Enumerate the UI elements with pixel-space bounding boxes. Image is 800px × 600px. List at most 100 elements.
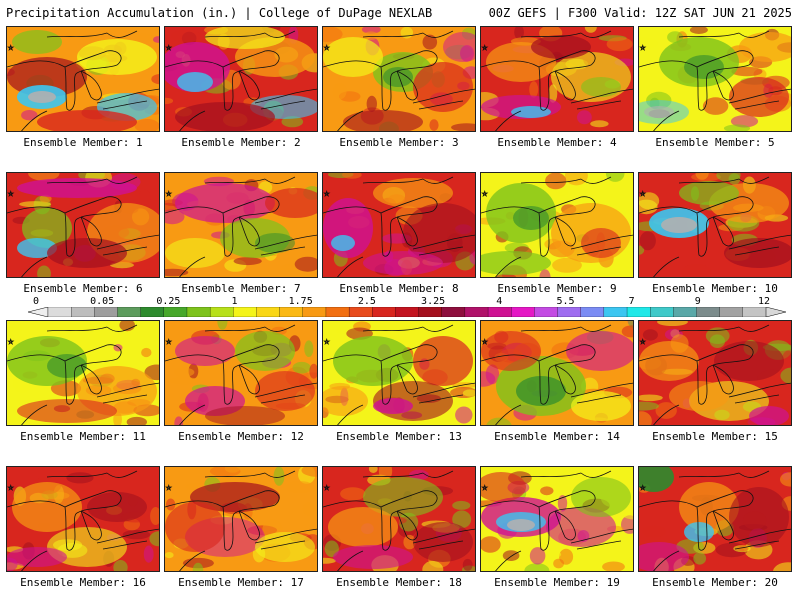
ensemble-map-panel: ☆: [322, 466, 476, 572]
colorbar-max-arrow: [765, 307, 786, 317]
colorbar-bin: [418, 307, 443, 317]
precip-map: ☆: [481, 27, 633, 131]
ensemble-map-panel: ☆: [480, 466, 634, 572]
colorbar-bin: [186, 307, 211, 317]
ensemble-map-panel: ☆: [638, 320, 792, 426]
panel-label: Ensemble Member: 3: [339, 136, 459, 149]
ensemble-map-panel: ☆: [164, 26, 318, 132]
precip-map: ☆: [481, 173, 633, 277]
ensemble-map-panel: ☆: [480, 26, 634, 132]
colorbar-min-arrow: [28, 307, 49, 317]
precip-map: ☆: [7, 27, 159, 131]
svg-text:☆: ☆: [482, 189, 488, 199]
panel-label: Ensemble Member: 12: [178, 430, 304, 443]
panel-label: Ensemble Member: 19: [494, 576, 620, 589]
colorbar-tick-label: 9: [694, 296, 701, 307]
colorbar-bin: [325, 307, 350, 317]
svg-text:☆: ☆: [166, 189, 172, 199]
svg-text:☆: ☆: [482, 483, 488, 493]
colorbar-bin: [140, 307, 165, 317]
ensemble-map-panel: ☆: [6, 466, 160, 572]
valid-time: 00Z GEFS | F300 Valid: 12Z SAT JUN 21 20…: [488, 6, 792, 20]
ensemble-map-panel: ☆: [6, 172, 160, 278]
colorbar-bin: [719, 307, 744, 317]
colorbar-bin: [511, 307, 535, 317]
ensemble-map-panel: ☆: [164, 172, 318, 278]
colorbar-bin: [233, 307, 257, 317]
precip-map: ☆: [639, 321, 791, 425]
chart-title: Precipitation Accumulation (in.) | Colle…: [6, 6, 433, 20]
colorbar-tick-label: 4: [496, 296, 503, 307]
colorbar-tick-label: 1: [231, 296, 238, 307]
svg-text:☆: ☆: [640, 43, 646, 53]
panel-label: Ensemble Member: 10: [652, 282, 778, 295]
colorbar-bin: [94, 307, 118, 317]
colorbar-tick-label: 0.05: [90, 296, 115, 307]
ensemble-map-panel: ☆: [6, 26, 160, 132]
precip-map: ☆: [165, 173, 317, 277]
svg-text:☆: ☆: [8, 337, 14, 347]
precip-map: ☆: [165, 27, 317, 131]
svg-text:☆: ☆: [166, 43, 172, 53]
ensemble-map-panel: ☆: [480, 172, 634, 278]
panel-label: Ensemble Member: 8: [339, 282, 459, 295]
svg-text:☆: ☆: [8, 43, 14, 53]
ensemble-map-panel: ☆: [638, 26, 792, 132]
colorbar-bin: [302, 307, 327, 317]
svg-text:☆: ☆: [640, 483, 646, 493]
colorbar-bin: [580, 307, 605, 317]
colorbar-bin: [256, 307, 281, 317]
colorbar-bin: [163, 307, 188, 317]
svg-text:☆: ☆: [8, 483, 14, 493]
colorbar-bin: [395, 307, 420, 317]
ensemble-map-panel: ☆: [164, 466, 318, 572]
panel-label: Ensemble Member: 13: [336, 430, 462, 443]
panel-label: Ensemble Member: 7: [181, 282, 301, 295]
panel-label: Ensemble Member: 18: [336, 576, 462, 589]
panel-label: Ensemble Member: 2: [181, 136, 301, 149]
colorbar-bin: [441, 307, 466, 317]
colorbar-bin: [209, 307, 234, 317]
precip-map: ☆: [7, 173, 159, 277]
colorbar-bin: [673, 307, 697, 317]
precip-map: ☆: [323, 27, 475, 131]
colorbar-bin: [742, 307, 767, 317]
colorbar-bin: [603, 307, 628, 317]
precip-map: ☆: [323, 467, 475, 571]
panel-label: Ensemble Member: 15: [652, 430, 778, 443]
svg-text:☆: ☆: [8, 189, 14, 199]
panel-label: Ensemble Member: 20: [652, 576, 778, 589]
svg-text:☆: ☆: [324, 189, 330, 199]
colorbar-tick-label: 0: [32, 296, 40, 307]
precip-map: ☆: [481, 321, 633, 425]
panel-label: Ensemble Member: 17: [178, 576, 304, 589]
ensemble-map-panel: ☆: [322, 172, 476, 278]
colorbar-bin: [279, 307, 304, 317]
precip-map: ☆: [165, 321, 317, 425]
colorbar-tick-label: 2.5: [357, 296, 376, 307]
precip-map: ☆: [639, 27, 791, 131]
colorbar-tick-label: 7: [628, 296, 635, 307]
svg-text:☆: ☆: [324, 337, 330, 347]
svg-text:☆: ☆: [640, 189, 646, 199]
colorbar-bin: [487, 307, 512, 317]
panel-label: Ensemble Member: 9: [497, 282, 617, 295]
colorbar-bin: [372, 307, 396, 317]
colorbar-tick-label: 12: [757, 296, 771, 307]
colorbar-bin: [464, 307, 489, 317]
svg-text:☆: ☆: [640, 337, 646, 347]
precip-map: ☆: [481, 467, 633, 571]
colorbar-tick-label: 1.75: [288, 296, 313, 307]
colorbar-bin: [650, 307, 674, 317]
svg-text:☆: ☆: [324, 43, 330, 53]
ensemble-map-panel: ☆: [322, 320, 476, 426]
colorbar-bin: [47, 307, 72, 317]
precip-map: ☆: [323, 173, 475, 277]
svg-text:☆: ☆: [482, 43, 488, 53]
colorbar-bin: [348, 307, 373, 317]
colorbar-bin: [557, 307, 582, 317]
precip-map: ☆: [639, 173, 791, 277]
panel-label: Ensemble Member: 14: [494, 430, 620, 443]
colorbar-tick-label: 3.25: [421, 296, 446, 307]
svg-text:☆: ☆: [482, 337, 488, 347]
